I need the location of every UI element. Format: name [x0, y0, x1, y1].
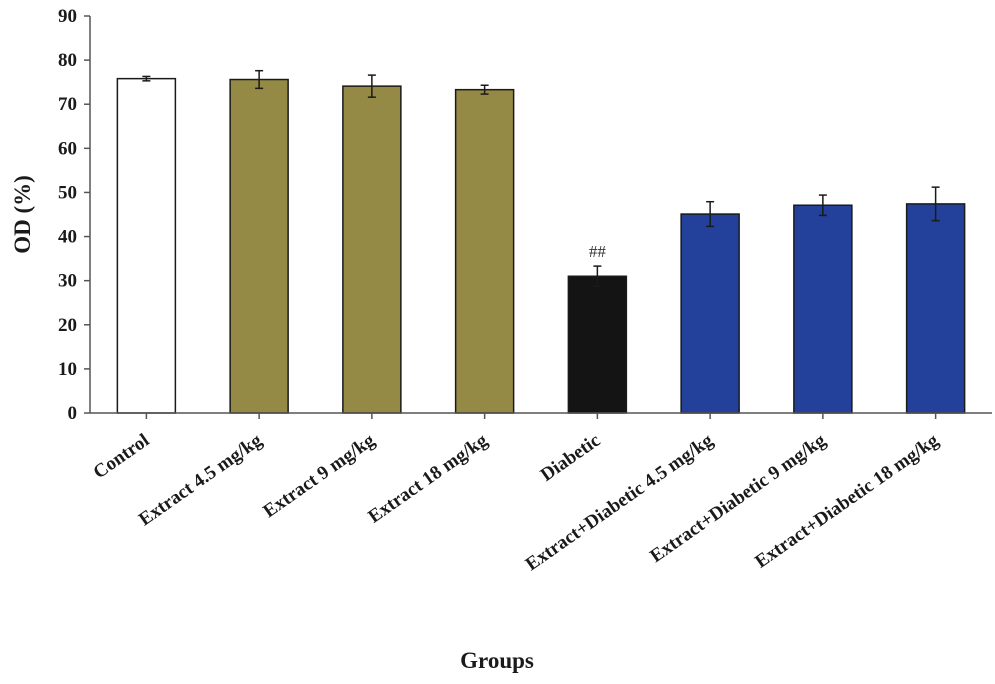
- x-axis-title: Groups: [460, 648, 534, 673]
- axes: [84, 15, 992, 419]
- y-tick-label: 40: [58, 227, 77, 248]
- y-tick-label: 50: [58, 182, 77, 203]
- bar: [905, 203, 966, 414]
- x-tick-label: Extract+Diabetic 4.5 mg/kg: [522, 430, 718, 576]
- y-tick-label: 20: [58, 315, 77, 336]
- y-tick-label: 70: [58, 94, 77, 115]
- x-tick-label: Extract+Diabetic 18 mg/kg: [751, 430, 943, 573]
- x-tick-label: Control: [90, 430, 154, 483]
- x-tick-label: Extract 4.5 mg/kg: [135, 430, 266, 531]
- bar: [454, 88, 515, 414]
- y-tick-label: 90: [58, 6, 77, 27]
- y-tick-label: 0: [68, 403, 78, 424]
- bars: [116, 77, 966, 414]
- x-tick-label: Extract 9 mg/kg: [259, 430, 379, 523]
- x-tick-label: Extract 18 mg/kg: [364, 430, 491, 528]
- y-tick-label: 60: [58, 138, 77, 159]
- y-tick-label: 30: [58, 271, 77, 292]
- bar: [680, 213, 740, 414]
- bar: [116, 77, 177, 414]
- bar: [793, 204, 853, 414]
- bar: [229, 78, 289, 414]
- significance-annotation: ##: [589, 242, 607, 261]
- x-tick-label: Extract+Diabetic 9 mg/kg: [646, 430, 830, 567]
- y-tick-label: 10: [58, 359, 77, 380]
- bar: [342, 85, 402, 414]
- bar: [567, 275, 628, 414]
- error-bars: [142, 69, 940, 288]
- y-tick-label: 80: [58, 50, 77, 71]
- x-tick-label: Diabetic: [537, 430, 604, 486]
- y-axis-title: OD (%): [10, 175, 35, 254]
